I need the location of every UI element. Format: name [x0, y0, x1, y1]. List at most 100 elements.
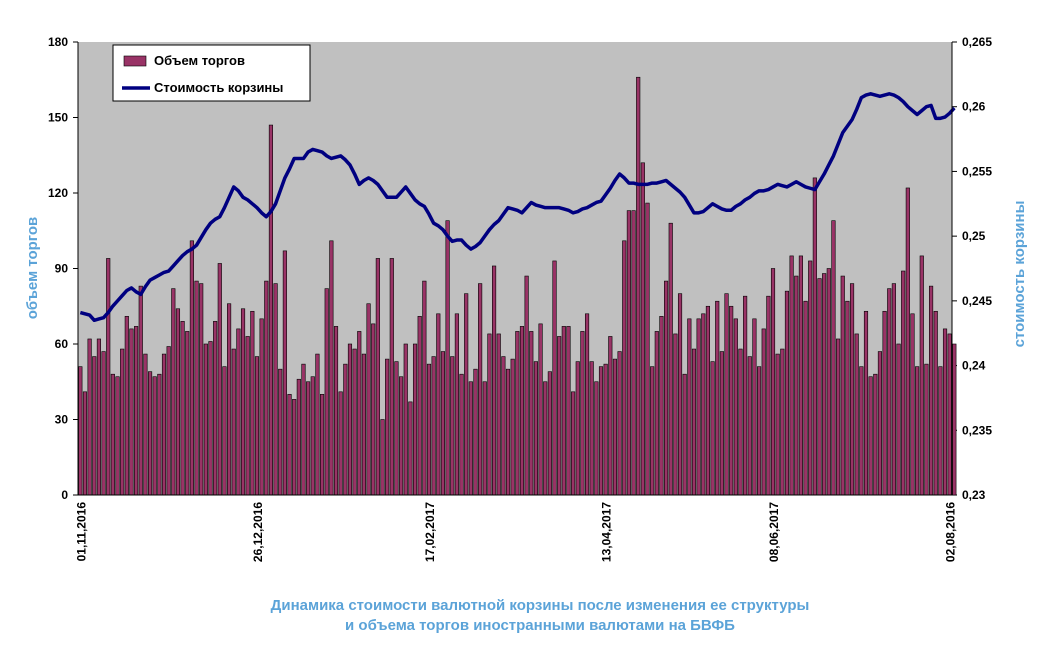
bar [543, 381, 548, 496]
x-tick-label: 01,11,2016 [74, 502, 88, 562]
bar [482, 381, 487, 496]
bar [752, 318, 757, 496]
x-tick-label: 13,04,2017 [600, 502, 614, 562]
bar [510, 358, 515, 496]
bar [919, 255, 924, 496]
bar [152, 376, 157, 496]
x-tick-label: 26,12,2016 [251, 502, 265, 562]
bar [659, 316, 664, 496]
y2-tick-label: 0,245 [962, 294, 992, 308]
bar [533, 361, 538, 496]
bar [412, 343, 418, 496]
bar [347, 343, 353, 496]
bar [445, 220, 450, 496]
bar [715, 300, 720, 496]
bar [189, 240, 194, 496]
bar [394, 361, 399, 496]
bar [631, 210, 636, 496]
bar [236, 328, 241, 496]
bar [798, 255, 803, 496]
bar [492, 265, 497, 496]
bar [887, 288, 892, 496]
bar [115, 376, 120, 496]
bar [868, 376, 873, 496]
bar [240, 308, 246, 496]
bar [333, 326, 339, 496]
bar [208, 341, 213, 496]
bar [505, 368, 511, 496]
bar [329, 240, 334, 496]
bar [784, 290, 790, 496]
bar [854, 333, 859, 496]
bar [743, 295, 748, 496]
bar [710, 361, 715, 496]
bar [705, 305, 710, 496]
bar [938, 366, 943, 496]
bar [696, 318, 701, 496]
bar [227, 303, 232, 496]
y2-tick-label: 0,23 [962, 488, 986, 502]
bar [310, 376, 315, 496]
y-tick-label: 120 [48, 186, 68, 200]
bar [185, 331, 190, 496]
bar [301, 363, 306, 496]
bar [473, 368, 478, 496]
bar [766, 295, 771, 496]
bar [608, 336, 613, 496]
bar [403, 343, 408, 496]
bar [859, 366, 864, 496]
bar [882, 310, 887, 496]
bar [361, 353, 366, 496]
bar [278, 368, 283, 496]
y2-tick-label: 0,26 [962, 100, 986, 114]
bar [687, 318, 692, 496]
bar [250, 310, 255, 496]
bar [101, 351, 106, 496]
bar [524, 275, 529, 496]
y2-tick-label: 0,265 [962, 35, 992, 49]
bar [775, 353, 780, 496]
bar [399, 376, 404, 496]
bar [315, 353, 320, 496]
bar [822, 273, 827, 496]
bar [147, 371, 153, 496]
bar [273, 283, 278, 496]
bar [199, 283, 204, 496]
bar [942, 328, 948, 496]
bar [519, 326, 525, 496]
bar [450, 356, 455, 496]
bar [422, 280, 427, 496]
bar [654, 331, 659, 496]
bar [826, 268, 831, 496]
bar [110, 373, 115, 496]
bar [501, 356, 506, 496]
y2-tick-label: 0,235 [962, 423, 992, 437]
bar [292, 399, 297, 496]
bar [380, 419, 385, 496]
bar [561, 326, 566, 496]
bar [408, 401, 413, 496]
bar [668, 222, 673, 496]
bar [677, 293, 683, 496]
bar [729, 305, 734, 496]
bar [459, 373, 464, 496]
y2-tick-label: 0,255 [962, 164, 992, 178]
y-tick-label: 60 [55, 337, 69, 351]
bar [324, 288, 329, 496]
bar [538, 323, 543, 496]
bar [231, 348, 236, 496]
bar [598, 366, 604, 496]
bar [417, 316, 422, 496]
bar [724, 293, 729, 496]
bar [617, 351, 622, 496]
bar [175, 308, 181, 496]
bar [612, 358, 618, 496]
bar [143, 353, 148, 496]
y2-tick-label: 0,24 [962, 359, 986, 373]
x-tick-label: 08,06,2017 [767, 502, 781, 562]
bar [910, 313, 915, 496]
bar [901, 270, 906, 496]
bar [915, 366, 920, 496]
bar [757, 366, 762, 496]
bar [645, 202, 650, 496]
